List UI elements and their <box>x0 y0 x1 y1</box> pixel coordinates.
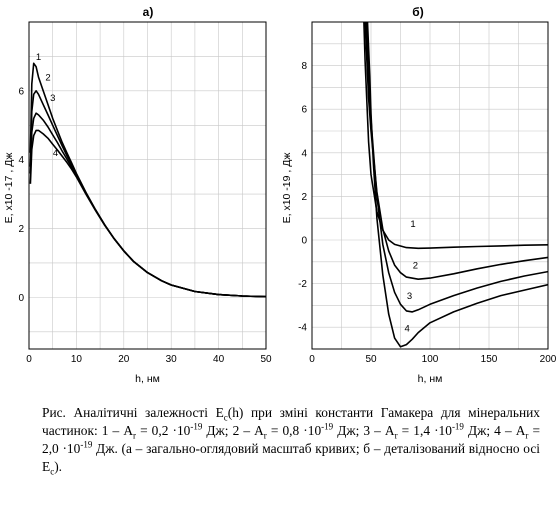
series-line-4 <box>366 22 548 348</box>
panel-label: а) <box>143 5 154 19</box>
y-tick-label: 8 <box>301 61 307 72</box>
series-label-3: 3 <box>50 93 55 104</box>
caption-exp3: -19 <box>451 421 464 432</box>
x-tick-label: 50 <box>365 354 377 365</box>
y-axis-label: E, x10 -17 , Дж <box>3 153 15 224</box>
y-tick-label: -2 <box>298 279 307 290</box>
series-line-2 <box>29 90 266 298</box>
caption-v1: = 0,2 ·10 <box>136 423 191 438</box>
series-group <box>29 62 266 298</box>
x-axis-label: h, нм <box>418 373 443 385</box>
x-axis-label: h, нм <box>135 373 160 385</box>
y-tick-label: 0 <box>301 236 307 247</box>
caption-u4: Дж. (а – загально-оглядовий масштаб крив… <box>42 441 540 474</box>
figure-caption: Рис. Аналітичні залежності Ec(h) при змі… <box>42 404 540 476</box>
y-tick-label: 0 <box>18 293 24 304</box>
x-tick-label: 100 <box>422 354 439 365</box>
x-tick-label: 0 <box>26 354 32 365</box>
caption-end: ). <box>54 459 62 474</box>
y-tick-label: 2 <box>18 224 24 235</box>
series-label-4: 4 <box>405 324 410 335</box>
caption-v2: = 0,8 ·10 <box>266 423 322 438</box>
x-tick-label: 10 <box>71 354 83 365</box>
panel-label: б) <box>412 5 423 19</box>
plot-frame <box>311 21 549 350</box>
series-group <box>363 22 548 348</box>
caption-u3: Дж; 4 – A <box>463 423 526 438</box>
x-tick-label: 20 <box>118 354 130 365</box>
caption-sub-r2: r <box>263 430 267 441</box>
caption-sub-r4: r <box>525 430 529 441</box>
caption-v3: = 1,4 ·10 <box>397 423 452 438</box>
y-tick-label: 4 <box>301 148 307 159</box>
x-tick-label: 30 <box>166 354 178 365</box>
x-tick-label: 150 <box>481 354 498 365</box>
series-label-2: 2 <box>45 73 50 84</box>
y-tick-label: 2 <box>301 192 307 203</box>
caption-u2: Дж; 3 – A <box>333 423 395 438</box>
series-label-1: 1 <box>410 219 415 230</box>
chart-panel-2: 0 50 100 150 200 -4 -2 0 2 4 6 8 h, нм E, x10 -19 , Д… <box>281 5 557 385</box>
caption-sub-c2: c <box>50 466 55 477</box>
caption-sub-c: c <box>223 412 228 423</box>
caption-exp4: -19 <box>80 439 93 450</box>
caption-text-1: Рис. Аналітичні залежності E <box>42 405 224 420</box>
plot-frame <box>28 21 267 350</box>
series-label-4: 4 <box>53 148 58 159</box>
series-line-2 <box>364 22 548 280</box>
series-label-2: 2 <box>413 260 418 271</box>
y-tick-label: -4 <box>298 323 307 334</box>
series-line-3 <box>365 22 548 313</box>
caption-sub-r1: r <box>133 430 136 441</box>
series-line-1 <box>363 22 548 250</box>
y-tick-label: 6 <box>18 86 24 97</box>
caption-text-2: (h) при зміні константи Гамакера для мін… <box>42 405 540 438</box>
series-line-1 <box>29 62 266 298</box>
y-axis-label: E, x10 -19 , Дж <box>281 153 293 224</box>
series-line-3 <box>29 112 266 298</box>
series-label-1: 1 <box>36 52 41 63</box>
x-tick-label: 40 <box>213 354 225 365</box>
y-tick-label: 4 <box>18 155 24 166</box>
caption-exp1: -19 <box>190 421 203 432</box>
caption-u1: Дж; 2 – A <box>202 423 264 438</box>
caption-sub-r3: r <box>394 430 398 441</box>
y-tick-label: 6 <box>301 105 307 116</box>
caption-exp2: -19 <box>321 421 334 432</box>
caption-v4: = 2,0 ·10 <box>42 423 541 456</box>
x-tick-label: 50 <box>260 354 272 365</box>
x-tick-label: 200 <box>540 354 557 365</box>
series-line-4 <box>29 129 266 298</box>
series-label-3: 3 <box>407 291 412 302</box>
x-tick-label: 0 <box>309 354 315 365</box>
